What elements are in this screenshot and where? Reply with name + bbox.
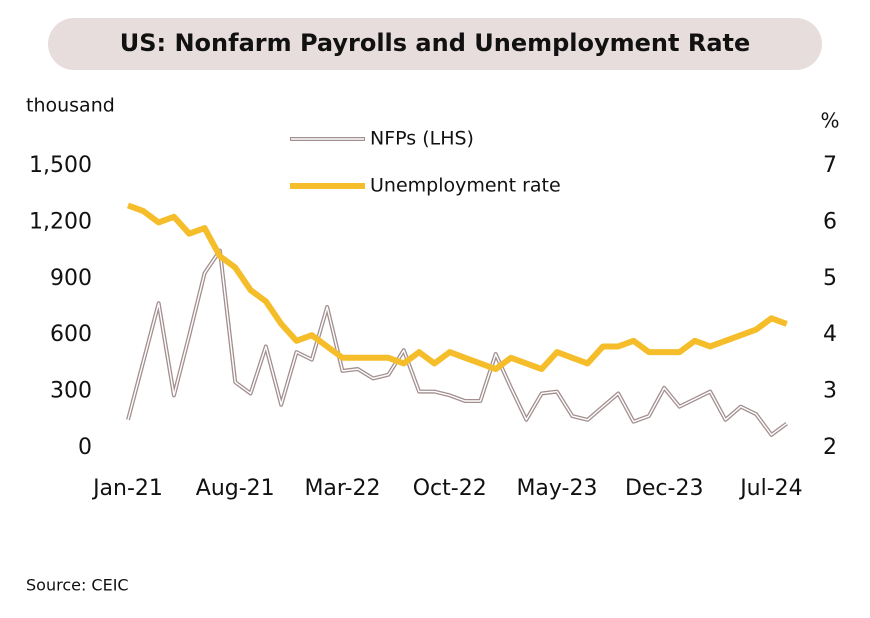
y-axis-label: thousand — [26, 95, 115, 117]
x-tick-label: Oct-22 — [413, 476, 487, 501]
y-tick-label: 900 — [50, 266, 92, 291]
legend-label: Unemployment rate — [370, 175, 561, 197]
y-tick-label: 600 — [50, 322, 92, 347]
y-tick-label: 300 — [50, 379, 92, 404]
x-tick-label: Dec-23 — [625, 476, 704, 501]
y2-tick-label: 6 — [823, 209, 837, 234]
y-tick-label: 0 — [78, 435, 92, 460]
nfp-line-inner — [127, 249, 788, 436]
y2-tick-label: 3 — [823, 379, 837, 404]
source: Source: CEIC — [26, 576, 129, 595]
y2-tick-label: 2 — [823, 435, 837, 460]
y2-axis-label: % — [820, 109, 839, 133]
unemployment-line — [126, 202, 788, 373]
x-tick-label: Aug-21 — [196, 476, 275, 501]
y2-tick-label: 4 — [823, 322, 837, 347]
title-pill — [48, 18, 822, 70]
legend-label: NFPs (LHS) — [370, 128, 474, 150]
y-tick-label: 1,500 — [29, 153, 92, 178]
x-tick-label: Mar-22 — [304, 476, 380, 501]
x-tick-label: Jan-21 — [91, 476, 163, 501]
x-tick-label: May-23 — [516, 476, 597, 501]
y2-tick-label: 7 — [823, 153, 837, 178]
y2-tick-label: 5 — [823, 266, 837, 291]
chart-title: US: Nonfarm Payrolls and Unemployment Ra… — [120, 29, 751, 57]
y-tick-label: 1,200 — [29, 209, 92, 234]
x-tick-label: Jul-24 — [738, 476, 802, 501]
